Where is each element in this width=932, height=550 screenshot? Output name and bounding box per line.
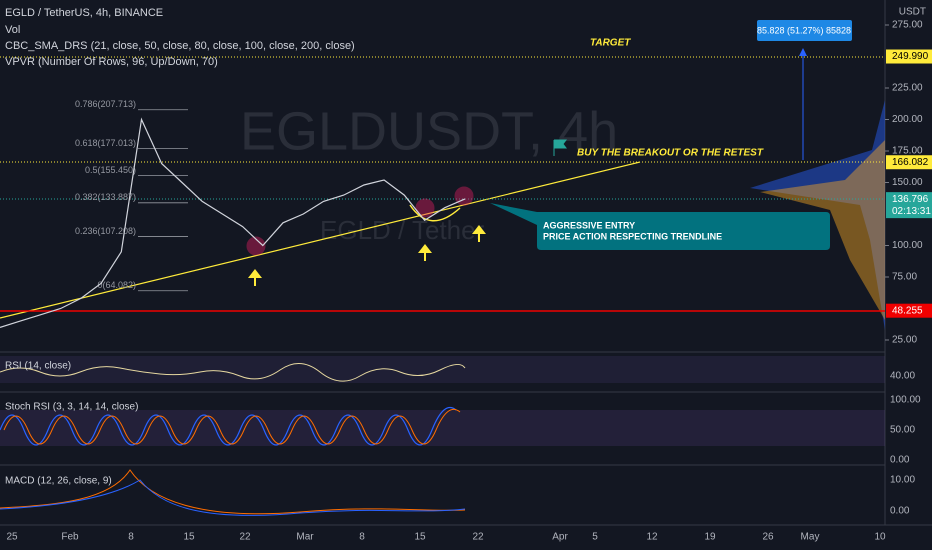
- watermark: EGLDUSDT, 4h: [240, 101, 618, 161]
- time-label: 26: [762, 532, 774, 543]
- macd-signal: [0, 469, 466, 515]
- stoch-band: [0, 410, 885, 446]
- target-label: TARGET: [590, 38, 631, 49]
- time-label: 25: [6, 532, 18, 543]
- up-arrow: [472, 225, 486, 242]
- price-tick-label: 175.00: [892, 146, 923, 157]
- highlight-circle: [454, 186, 474, 206]
- volume-profile: [760, 140, 885, 320]
- time-label: 22: [239, 532, 251, 543]
- arrow-head: [799, 48, 807, 56]
- price-tag-label: 166.082: [892, 157, 929, 168]
- price-tag: [886, 49, 932, 64]
- fib-label: 0(64.082): [97, 280, 136, 290]
- pane-tick: 40.00: [890, 371, 915, 382]
- time-label: Apr: [552, 532, 568, 543]
- callout-box: [490, 203, 830, 250]
- measure-box: [757, 20, 852, 41]
- stoch-k: [0, 406, 457, 446]
- time-label: 15: [414, 532, 426, 543]
- measure-label: 85.828 (51.27%) 85828: [757, 25, 851, 35]
- callout-text: PRICE ACTION RESPECTING TRENDLINE: [543, 231, 722, 241]
- highlight-circle: [415, 198, 435, 218]
- price-line: [0, 117, 466, 328]
- fib-label: 0.5(155.450): [85, 165, 136, 175]
- callout-text: AGGRESSIVE ENTRY: [543, 220, 635, 230]
- pane-tick: 50.00: [890, 425, 915, 436]
- time-label: 19: [704, 532, 716, 543]
- fib-label: 0.236(107.208): [75, 226, 136, 236]
- fib-label: 0.786(207.713): [75, 99, 136, 109]
- indicator-label: Vol: [5, 24, 20, 36]
- retest-curve: [409, 204, 461, 222]
- volume-profile: [750, 100, 885, 330]
- pane-tick: 0.00: [890, 455, 910, 466]
- time-label: 22: [472, 532, 484, 543]
- up-arrow: [248, 269, 262, 286]
- stoch-d: [3, 408, 461, 445]
- pane-label: RSI (14, close): [5, 361, 71, 372]
- time-label: May: [801, 532, 820, 543]
- price-tick-label: 275.00: [892, 20, 923, 31]
- price-tag: [886, 155, 932, 170]
- price-tag-label: 48.255: [892, 305, 923, 316]
- symbol-title: EGLD / TetherUS, 4h, BINANCE: [5, 7, 163, 19]
- time-label: Feb: [61, 532, 79, 543]
- time-label: 8: [128, 532, 134, 543]
- indicator-label: VPVR (Number Of Rows, 96, Up/Down, 70): [5, 56, 218, 68]
- time-label: 5: [592, 532, 598, 543]
- pane-label: MACD (12, 26, close, 9): [5, 476, 112, 487]
- time-label: 12: [646, 532, 658, 543]
- fib-label: 0.382(133.887): [75, 192, 136, 202]
- price-tick-label: 150.00: [892, 177, 923, 188]
- rsi-band: [0, 356, 885, 383]
- pane-tick: 10.00: [890, 475, 915, 486]
- price-tick-label: 25.00: [892, 335, 917, 346]
- price-tick-label: 225.00: [892, 83, 923, 94]
- time-label: 10: [874, 532, 886, 543]
- macd-line: [0, 479, 466, 516]
- currency-label: USDT: [899, 7, 926, 18]
- price-tick-label: 200.00: [892, 114, 923, 125]
- time-label: 15: [183, 532, 195, 543]
- time-label: Mar: [296, 532, 314, 543]
- pane-label: Stoch RSI (3, 3, 14, 14, close): [5, 402, 138, 413]
- price-tag-label: 249.990: [892, 51, 929, 62]
- fib-label: 0.618(177.013): [75, 138, 136, 148]
- indicator-label: CBC_SMA_DRS (21, close, 50, close, 80, c…: [5, 40, 355, 52]
- price-tick-label: 100.00: [892, 240, 923, 251]
- price-tag: [886, 303, 932, 318]
- buy-label: BUY THE BREAKOUT OR THE RETEST: [577, 148, 764, 159]
- price-tag: [886, 192, 932, 219]
- flag: [553, 139, 567, 156]
- up-arrow: [418, 244, 432, 261]
- rsi-line: [0, 363, 466, 382]
- trendline: [0, 161, 641, 319]
- time-label: 8: [359, 532, 365, 543]
- pane-tick: 100.00: [890, 395, 921, 406]
- price-tag-label: 136.796: [892, 194, 929, 205]
- countdown: 02:13:31: [892, 206, 931, 217]
- price-tick-label: 75.00: [892, 272, 917, 283]
- pane-tick: 0.00: [890, 506, 910, 517]
- highlight-circle: [246, 236, 266, 256]
